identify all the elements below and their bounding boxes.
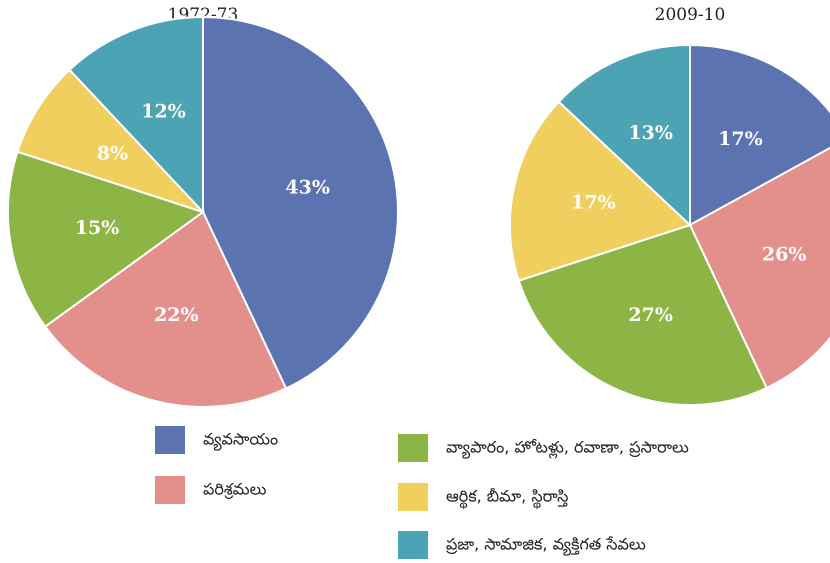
- pie-slice: [688, 146, 830, 390]
- legend-label: వ్యాపారం, హోటళ్లు, రవాణా, ప్రసారాలు: [446, 438, 689, 460]
- value-label: 15%: [75, 217, 120, 239]
- pie-slice: [689, 43, 830, 227]
- legend-swatch: [398, 483, 428, 511]
- pie-slice: [16, 68, 204, 213]
- value-label: 17%: [718, 128, 763, 150]
- legend-swatch: [398, 531, 428, 559]
- value-label: 12%: [141, 100, 186, 122]
- pie-slice: [509, 100, 692, 282]
- pie-slice: [68, 15, 204, 215]
- chart-title: 2009-10: [655, 5, 726, 25]
- pie-slice: [7, 150, 206, 329]
- value-label: 22%: [154, 304, 199, 326]
- value-label: 27%: [628, 304, 673, 326]
- legend-swatch: [155, 476, 185, 504]
- legend-swatch: [155, 426, 185, 454]
- legend-swatch: [398, 434, 428, 462]
- pie-slice: [517, 223, 768, 406]
- legend-label: పరిశ్రమలు: [203, 480, 266, 500]
- pie-slice: [202, 15, 399, 390]
- pie-slice: [557, 43, 691, 228]
- pie-slice: [43, 210, 288, 408]
- legend-label: ఆర్థిక, బీమా, స్థిరాస్తి: [446, 487, 568, 510]
- value-label: 13%: [628, 122, 673, 144]
- value-label: 17%: [571, 191, 616, 213]
- value-label: 8%: [97, 143, 128, 165]
- value-label: 26%: [762, 244, 807, 266]
- legend-label: వ్యవసాయం: [203, 430, 278, 452]
- legend-label: ప్రజా, సామాజిక, వ్యక్తిగత సేవలు: [445, 535, 645, 557]
- value-label: 43%: [285, 177, 330, 199]
